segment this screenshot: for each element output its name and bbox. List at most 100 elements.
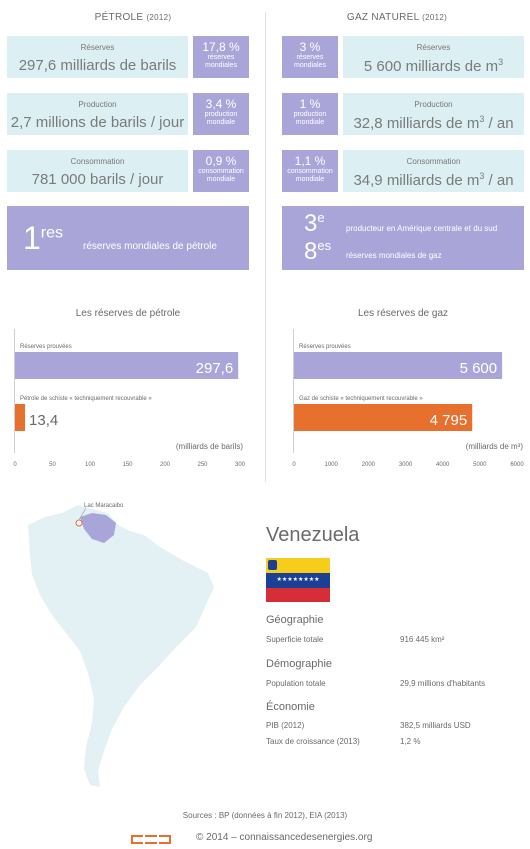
gaz-rank2-text: réserves mondiales de gaz <box>346 251 442 260</box>
petrole-reserves-pct: 17,8 % <box>202 40 240 54</box>
economie-heading: Économie <box>266 701 315 713</box>
petrole-reserves-pct-label: réserves mondiales <box>205 54 237 69</box>
country-name: Venezuela <box>266 524 360 546</box>
petrole-consommation-pct-box: 0,9 % consommation mondiale <box>193 150 249 192</box>
gaz-reserves-label: Réserves <box>416 43 451 52</box>
gaz-reserves-value-sup: 3 <box>498 57 504 67</box>
gaz-consommation-value: 34,9 milliards de m3 / an <box>343 171 524 189</box>
gaz-tick-0: 0 <box>292 462 296 468</box>
petrole-bar-label-prouvees: Réserves prouvées <box>20 344 72 350</box>
gaz-production-value-tail: / an <box>484 115 514 132</box>
gaz-production-pct: 1 % <box>299 97 321 111</box>
gaz-rank1-num: 3 <box>304 210 318 237</box>
gaz-ticks: 0 1000 2000 3000 4000 5000 6000 <box>292 462 524 468</box>
gaz-consommation-label: Consommation <box>406 157 461 166</box>
petrole-rank-box: 1res réserves mondiales de pétrole <box>7 206 249 270</box>
petrole-chart-title: Les réserves de pétrole <box>75 308 181 319</box>
gaz-year: (2012) <box>422 13 448 22</box>
gaz-reserves-value: 5 600 milliards de m3 <box>343 57 524 75</box>
gaz-reserves-box: Réserves 5 600 milliards de m3 <box>343 36 524 78</box>
population-value: 29,9 millions d'habitants <box>400 679 486 688</box>
petrole-production-value: 2,7 millions de barils / jour <box>10 114 185 131</box>
gaz-bar-label-schiste: Gaz de schiste « techniquement recouvrab… <box>299 396 423 402</box>
gaz-title: GAZ NATUREL (2012) <box>272 12 522 23</box>
gaz-bar-prouvees <box>294 352 503 379</box>
gaz-production-pct-label: production mondiale <box>293 111 327 126</box>
lake-maracaibo-marker <box>75 519 83 527</box>
gaz-rank2-num: 8 <box>304 238 318 265</box>
gaz-production-value-sup: 3 <box>479 114 485 124</box>
gaz-chart-title: Les réserves de gaz <box>357 308 449 319</box>
lake-maracaibo-pointer <box>78 507 87 521</box>
flag-coat-of-arms-icon <box>268 560 277 570</box>
petrole-consommation-pct: 0,9 % <box>205 154 237 168</box>
lake-maracaibo-label: Lac Maracaibo <box>84 503 124 509</box>
gaz-rank-box: 3e producteur en Amérique centrale et du… <box>282 206 524 270</box>
gaz-tick-4000: 4000 <box>436 462 450 468</box>
petrole-reserves-value: 297,6 milliards de barils <box>18 57 177 74</box>
gaz-consommation-value-sup: 3 <box>479 171 485 181</box>
gaz-consommation-value-tail: / an <box>484 172 514 189</box>
petrole-reserves-box: Réserves 297,6 milliards de barils <box>7 36 188 78</box>
petrole-production-pct-box: 3,4 % production mondiale <box>193 93 249 135</box>
sources-text: Sources : BP (données à fin 2012), EIA (… <box>182 811 348 820</box>
petrole-consommation-box: Consommation 781 000 barils / jour <box>7 150 188 192</box>
map-country-venezuela <box>80 513 116 543</box>
petrole-title: PÉTROLE (2012) <box>8 12 258 23</box>
gaz-rank1-sup: e <box>317 210 325 225</box>
gaz-bar-value-schiste: 4 795 <box>430 412 468 429</box>
petrole-tick-100: 100 <box>85 462 96 468</box>
copyright-text: © 2014 – connaissancedesenergies.org <box>196 832 373 843</box>
map-continent-outline <box>28 505 214 787</box>
flag-stripe-blue: ★★★★★★★★ <box>266 573 330 588</box>
croissance-value: 1,2 % <box>400 737 421 746</box>
petrole-tick-150: 150 <box>122 462 133 468</box>
gaz-tick-6000: 6000 <box>510 462 524 468</box>
gaz-reserves-pct-label: réserves mondiales <box>294 54 326 69</box>
gaz-rank1-number: 3e <box>304 210 325 238</box>
pib-value: 382,5 milliards USD <box>400 721 471 730</box>
flag-stripe-yellow <box>266 558 330 573</box>
petrole-bar-value-schiste: 13,4 <box>29 412 58 429</box>
gaz-unit-label: (milliards de m³) <box>466 442 524 451</box>
gaz-tick-5000: 5000 <box>473 462 487 468</box>
gaz-production-pct-box: 1 % production mondiale <box>282 93 338 135</box>
venezuela-flag: ★★★★★★★★ <box>266 558 330 602</box>
gaz-reserves-value-main: 5 600 milliards de m <box>363 58 499 75</box>
superficie-label: Superficie totale <box>266 635 324 644</box>
petrole-production-pct: 3,4 % <box>205 97 237 111</box>
petrole-rank-number: 1res <box>23 220 63 257</box>
section-divider <box>265 12 266 482</box>
petrole-production-box: Production 2,7 millions de barils / jour <box>7 93 188 135</box>
gaz-reserves-pct-box: 3 % réserves mondiales <box>282 36 338 78</box>
gaz-consommation-box: Consommation 34,9 milliards de m3 / an <box>343 150 524 192</box>
petrole-rank-num: 1 <box>23 220 41 256</box>
petrole-production-label: Production <box>78 100 117 109</box>
petrole-tick-300: 300 <box>235 462 246 468</box>
gaz-bar-label-prouvees: Réserves prouvées <box>299 344 351 350</box>
gaz-rank1-text: producteur en Amérique centrale et du su… <box>346 224 498 233</box>
gaz-production-value-main: 32,8 milliards de m <box>353 115 480 132</box>
petrole-tick-200: 200 <box>160 462 171 468</box>
gaz-consommation-pct: 1,1 % <box>294 154 326 168</box>
petrole-rank-sup: res <box>40 224 64 242</box>
gaz-reserves-pct: 3 % <box>299 40 321 54</box>
superficie-value: 916 445 km² <box>400 635 445 644</box>
gaz-consommation-pct-box: 1,1 % consommation mondiale <box>282 150 338 192</box>
gaz-rank2-sup: es <box>317 238 332 253</box>
gaz-production-label: Production <box>414 100 453 109</box>
petrole-tick-250: 250 <box>197 462 208 468</box>
gaz-rank2-number: 8es <box>304 238 331 266</box>
flag-stripe-red <box>266 588 330 602</box>
petrole-ticks: 0 50 100 150 200 250 300 <box>13 462 245 468</box>
demographie-heading: Démographie <box>266 658 333 670</box>
gaz-consommation-value-main: 34,9 milliards de m <box>353 172 480 189</box>
petrole-title-text: PÉTROLE <box>94 12 144 23</box>
gaz-tick-3000: 3000 <box>399 462 413 468</box>
petrole-consommation-pct-label: consommation mondiale <box>198 168 244 183</box>
petrole-rank-text: réserves mondiales de pétrole <box>83 241 217 252</box>
petrole-reserves-pct-box: 17,8 % réserves mondiales <box>193 36 249 78</box>
gaz-title-text: GAZ NATUREL <box>346 12 420 23</box>
gaz-consommation-pct-label: consommation mondiale <box>287 168 333 183</box>
south-america-map: Lac Maracaibo <box>28 503 214 787</box>
